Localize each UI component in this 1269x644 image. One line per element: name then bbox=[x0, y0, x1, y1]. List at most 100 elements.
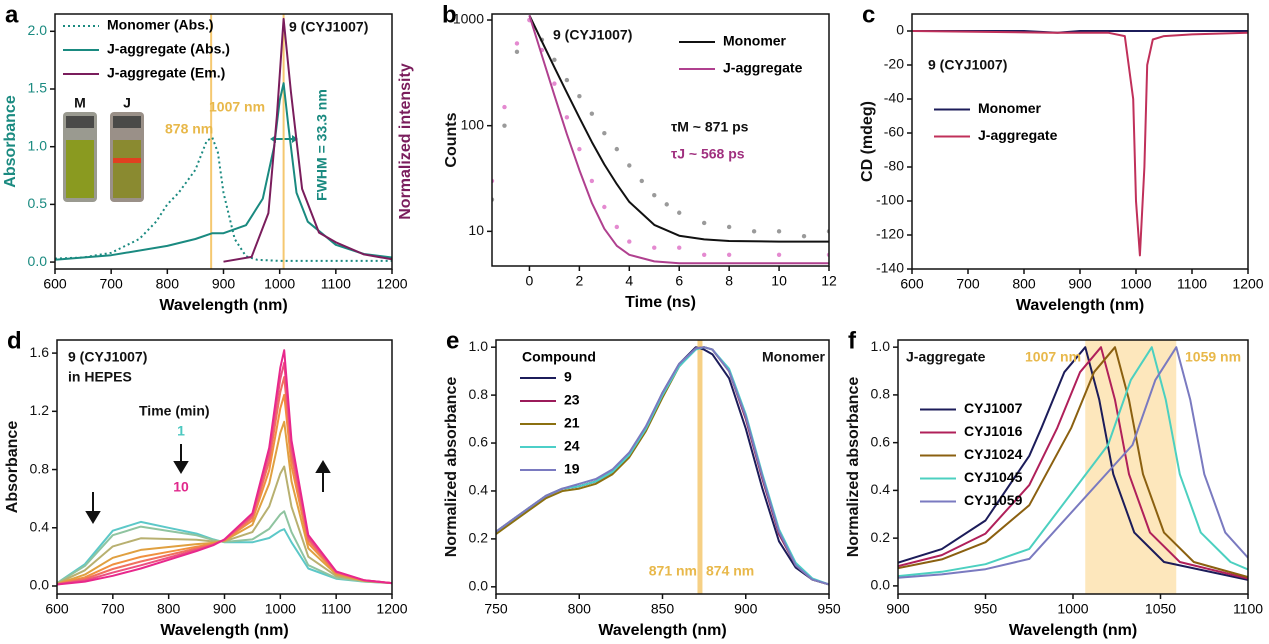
y-tick-label: 10 bbox=[468, 222, 484, 238]
x-tick-label: 700 bbox=[956, 276, 980, 292]
x-axis-label: Wavelength (nm) bbox=[598, 622, 726, 639]
series-line bbox=[898, 346, 1248, 581]
x-tick-label: 2 bbox=[575, 273, 583, 289]
y-tick-label: 0.0 bbox=[871, 577, 891, 593]
data-point bbox=[726, 252, 732, 257]
legend-label: CYJ1007 bbox=[964, 400, 1023, 416]
x-tick-label: 800 bbox=[1012, 276, 1036, 292]
x-tick-label: 0 bbox=[526, 273, 534, 289]
x-tick-label: 850 bbox=[651, 601, 675, 617]
panel: 600 700 800 900 1000 1100 1200 0 -20 -40 -60 -80 -10… bbox=[859, 1, 1264, 314]
y-tick-label: 2.0 bbox=[28, 22, 48, 38]
data-point bbox=[502, 123, 507, 128]
data-point bbox=[552, 57, 557, 63]
y-tick-label: 1.0 bbox=[28, 137, 48, 153]
series-line bbox=[57, 520, 392, 585]
y-axis-label: Normalized absorbance bbox=[845, 377, 862, 558]
x-tick-label: 900 bbox=[213, 601, 237, 617]
x-axis-label: Wavelength (nm) bbox=[159, 297, 287, 314]
series-line bbox=[223, 17, 392, 263]
x-tick-label: 600 bbox=[900, 276, 924, 292]
plot-area bbox=[912, 30, 1248, 257]
data-point bbox=[664, 202, 669, 207]
y-axis-label: Absorbance bbox=[4, 421, 21, 514]
x-tick-label: 900 bbox=[886, 601, 910, 617]
y-tick-label: 1.0 bbox=[469, 338, 489, 354]
x-tick-label: 1200 bbox=[376, 276, 407, 292]
annotation: Time (min) bbox=[139, 403, 210, 419]
y-tick-label: 0.4 bbox=[30, 518, 50, 534]
y-tick-label: 0.0 bbox=[30, 577, 50, 593]
data-point bbox=[652, 192, 657, 198]
legend-label: Monomer (Abs.) bbox=[107, 17, 214, 33]
series-line bbox=[496, 346, 829, 586]
legend-label: 21 bbox=[564, 415, 580, 431]
y-tick-label: 1.0 bbox=[871, 338, 891, 354]
x-tick-label: 1000 bbox=[1120, 276, 1151, 292]
x-tick-label: 800 bbox=[156, 276, 180, 292]
y-tick-label: 1.6 bbox=[30, 344, 50, 360]
axes-frame bbox=[911, 13, 1249, 270]
y-tick-label: 0.8 bbox=[469, 386, 489, 402]
data-point bbox=[589, 111, 595, 116]
x-tick-label: 1000 bbox=[265, 601, 296, 617]
legend-label: Monomer bbox=[723, 33, 787, 49]
data-point bbox=[639, 178, 644, 184]
y-tick-label: -80 bbox=[884, 158, 904, 174]
data-point bbox=[701, 220, 707, 226]
y-tick-label: 100 bbox=[461, 116, 485, 132]
band bbox=[1085, 340, 1177, 594]
x-tick-label: 1200 bbox=[1232, 276, 1263, 292]
x-tick-label: 900 bbox=[1068, 276, 1092, 292]
data-point bbox=[751, 229, 757, 234]
series-line bbox=[496, 346, 829, 586]
legend-label: J-aggregate bbox=[723, 60, 803, 76]
y-axis-label: Absorbance bbox=[2, 95, 19, 188]
series-line bbox=[57, 376, 392, 586]
x-tick-label: 700 bbox=[99, 276, 123, 292]
x-tick-label: 1000 bbox=[264, 276, 295, 292]
x-tick-label: 1200 bbox=[376, 601, 407, 617]
band bbox=[697, 340, 703, 594]
legend-label: J-aggregate (Em.) bbox=[107, 65, 225, 81]
series-line bbox=[898, 346, 1248, 578]
annotation: 1 bbox=[177, 423, 185, 439]
series-line bbox=[55, 136, 392, 262]
annotation: 9 (CYJ1007) bbox=[289, 19, 368, 35]
series-line bbox=[57, 420, 392, 585]
annotation: Monomer bbox=[762, 349, 826, 365]
x-tick-label: 950 bbox=[974, 601, 998, 617]
x-axis-label: Wavelength (nm) bbox=[1009, 622, 1137, 639]
data-point bbox=[614, 146, 620, 152]
x-tick-label: 600 bbox=[43, 276, 67, 292]
y-tick-label: 0.2 bbox=[871, 529, 891, 545]
panel-label: c bbox=[862, 1, 875, 28]
x-tick-label: 700 bbox=[101, 601, 125, 617]
legend-label: J-aggregate bbox=[978, 127, 1058, 143]
panel-label: a bbox=[5, 1, 19, 28]
plot-area bbox=[55, 14, 392, 269]
series-line bbox=[496, 346, 829, 586]
data-point bbox=[652, 245, 657, 250]
data-point bbox=[502, 104, 507, 110]
x-tick-label: 1100 bbox=[321, 601, 351, 617]
legend-label: CYJ1059 bbox=[964, 492, 1023, 508]
data-point bbox=[514, 49, 520, 55]
plot-area bbox=[496, 340, 829, 594]
annotation: 874 nm bbox=[706, 563, 754, 579]
annotation: J-aggregate bbox=[906, 349, 986, 365]
annotation: 10 bbox=[173, 479, 189, 495]
legend-label: Monomer bbox=[978, 100, 1042, 116]
y-tick-label: -140 bbox=[876, 260, 904, 276]
y-axis-label: CD (mdeg) bbox=[859, 101, 876, 182]
data-point bbox=[701, 252, 707, 257]
data-point bbox=[577, 146, 582, 152]
panel-label: e bbox=[446, 327, 459, 354]
annotation: in HEPES bbox=[68, 369, 132, 385]
data-point bbox=[677, 210, 682, 215]
annotation: J bbox=[123, 95, 131, 111]
data-point bbox=[801, 233, 807, 239]
y-tick-label: 0.8 bbox=[871, 386, 891, 402]
data-point bbox=[776, 229, 782, 234]
